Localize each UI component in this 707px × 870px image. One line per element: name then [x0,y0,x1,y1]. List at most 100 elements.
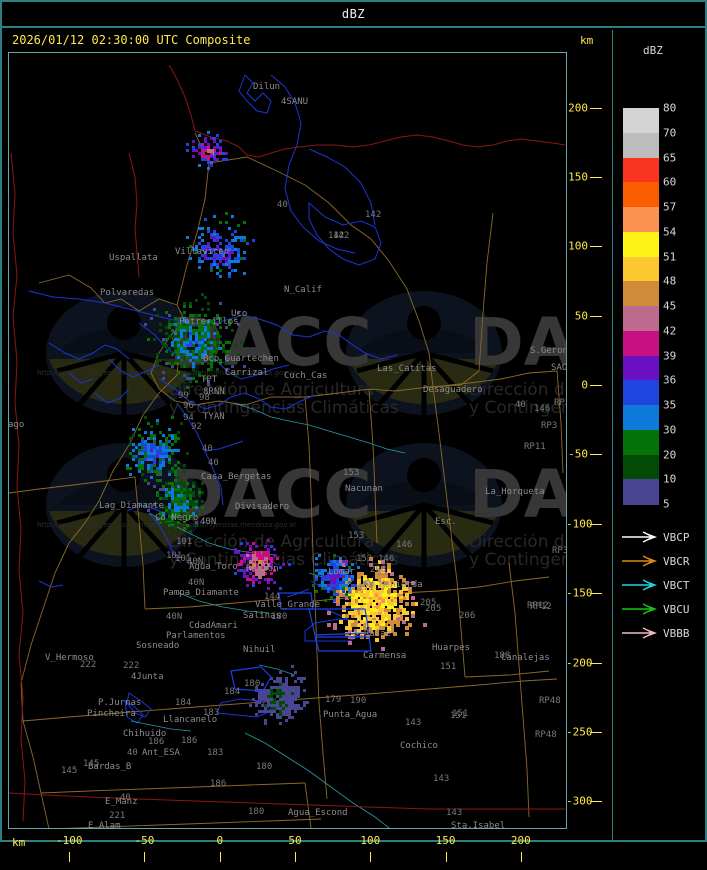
radar-echo-pixel [207,368,210,371]
radar-echo-pixel [225,248,228,251]
radar-echo-pixel [153,437,156,440]
radar-echo-pixel [396,608,400,612]
color-scale-label-80: 80 [663,101,677,115]
radar-echo-pixel [180,359,183,362]
radar-echo-pixel [198,488,201,491]
radar-echo-pixel [219,251,222,254]
radar-echo-pixel [243,236,246,239]
radar-echo-pixel [342,605,346,609]
color-band-39[interactable] [623,355,659,381]
radar-echo-pixel [207,257,210,260]
radar-echo-pixel [357,590,361,594]
radar-echo-pixel [288,689,291,692]
radar-echo-pixel [153,464,156,467]
color-band-60[interactable] [623,182,659,208]
radar-echo-pixel [186,341,189,344]
color-band-57[interactable] [623,207,659,233]
radar-echo-pixel [165,311,168,314]
radar-echo-pixel [294,686,297,689]
radar-echo-pixel [270,572,273,575]
radar-plot-area[interactable]: DACC Dirección de Agricultura y Continge… [8,52,567,829]
radar-echo-pixel [336,599,340,603]
radar-echo-pixel [393,632,397,636]
radar-echo-pixel [279,704,282,707]
radar-echo-pixel [225,212,228,215]
radar-echo-pixel [156,479,159,482]
color-band-48[interactable] [623,281,659,307]
radar-echo-pixel [165,518,168,521]
color-band-35[interactable] [623,405,659,431]
radar-echo-pixel [225,341,228,344]
radar-echo-pixel [171,497,174,500]
radar-echo-pixel [345,560,348,563]
radar-echo-pixel [216,272,219,275]
radar-echo-pixel [186,491,189,494]
radar-echo-pixel [207,167,210,170]
radar-echo-pixel [393,608,397,612]
radar-echo-pixel [186,482,189,485]
place-label: Esc. [435,517,457,527]
route-label: 146 [396,540,412,550]
color-band-45[interactable] [623,306,659,332]
radar-echo-pixel [225,251,228,254]
radar-echo-pixel [174,512,177,515]
place-label: Desaguadero [423,385,483,395]
radar-echo-pixel [189,350,192,353]
radar-echo-pixel [159,446,162,449]
radar-echo-pixel [168,515,171,518]
watermark-line2-a: y Contingencias Climáticas [169,398,399,418]
radar-echo-pixel [342,608,346,612]
radar-echo-pixel [201,227,204,230]
radar-echo-pixel [405,593,409,597]
color-scale-label-5: 5 [663,497,670,511]
vector-legend-row-VBCT[interactable]: VBCT [621,578,706,594]
radar-echo-pixel [258,557,261,560]
radar-echo-pixel [207,332,210,335]
color-band-80[interactable] [623,108,659,134]
color-band-42[interactable] [623,330,659,356]
color-scale-label-20: 20 [663,448,677,461]
radar-echo-pixel [384,596,388,600]
radar-echo-pixel [363,575,367,579]
radar-echo-pixel [201,143,204,146]
color-band-36[interactable] [623,380,659,406]
radar-echo-pixel [210,263,213,266]
radar-echo-pixel [210,248,213,251]
radar-echo-pixel [273,581,276,584]
radar-echo-pixel [216,323,219,326]
radar-echo-pixel [234,236,237,239]
color-band-70[interactable] [623,132,659,158]
radar-echo-pixel [183,356,186,359]
radar-echo-pixel [174,506,177,509]
radar-echo-pixel [393,602,397,606]
color-band-10[interactable] [623,479,659,505]
radar-echo-pixel [246,578,249,581]
radar-echo-pixel [183,374,186,377]
vector-legend-row-VBBB[interactable]: VBBB [621,626,706,642]
color-band-30[interactable] [623,429,659,455]
radar-echo-pixel [285,680,288,683]
y-tick-label--300: -300 [566,794,593,808]
color-band-65[interactable] [623,157,659,183]
radar-echo-pixel [243,251,246,254]
radar-echo-pixel [138,464,141,467]
radar-echo-pixel [336,590,340,594]
radar-echo-pixel [384,623,388,627]
color-band-20[interactable] [623,454,659,480]
vector-legend-row-VBCR[interactable]: VBCR [621,554,706,570]
color-scale-bar[interactable] [623,108,659,505]
vector-legend-row-VBCP[interactable]: VBCP [621,530,706,546]
radar-echo-pixel [174,437,177,440]
radar-echo-pixel [357,593,361,597]
radar-echo-pixel [300,680,303,683]
color-band-54[interactable] [623,231,659,257]
radar-echo-pixel [291,716,294,719]
radar-echo-pixel [207,323,210,326]
radar-map-canvas[interactable]: DACC Dirección de Agricultura y Continge… [9,53,566,828]
radar-echo-pixel [201,254,204,257]
radar-echo-pixel [168,491,171,494]
vector-legend-row-VBCU[interactable]: VBCU [621,602,706,618]
radar-echo-pixel [273,701,276,704]
color-band-51[interactable] [623,256,659,282]
